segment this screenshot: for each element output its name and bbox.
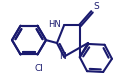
- Text: S: S: [93, 2, 99, 11]
- Text: Cl: Cl: [34, 64, 43, 73]
- Text: HN: HN: [48, 20, 61, 29]
- Text: N: N: [60, 52, 66, 61]
